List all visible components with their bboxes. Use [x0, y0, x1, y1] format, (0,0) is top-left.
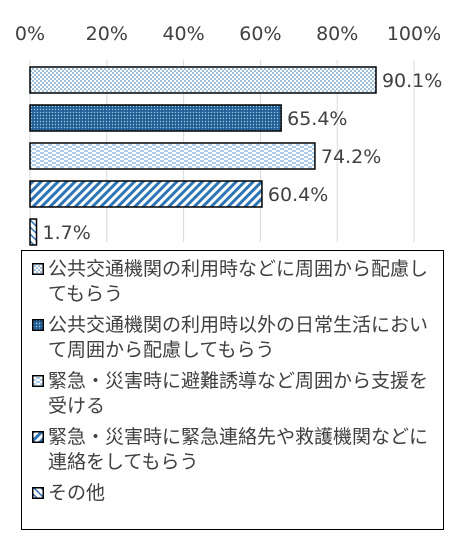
- x-tick-label: 60%: [239, 23, 281, 45]
- bar: [29, 180, 263, 208]
- bar: [29, 66, 377, 94]
- legend-swatch: [32, 263, 44, 275]
- data-label: 1.7%: [43, 222, 91, 244]
- data-label: 74.2%: [321, 146, 381, 168]
- data-label: 90.1%: [382, 70, 442, 92]
- legend-item: その他: [32, 481, 443, 506]
- legend-label: 公共交通機関の利用時などに周囲から配慮してもらう: [48, 258, 429, 305]
- x-tick-label: 20%: [86, 23, 128, 45]
- data-labels: 90.1% 65.4% 74.2% 60.4% 1.7%: [43, 70, 443, 244]
- bars: [29, 66, 377, 246]
- x-axis-ticks: 0% 20% 40% 60% 80% 100%: [15, 23, 441, 45]
- x-tick-label: 0%: [15, 23, 45, 45]
- legend-swatch: [32, 375, 44, 387]
- data-label: 60.4%: [268, 184, 328, 206]
- bar: [29, 218, 38, 246]
- data-label: 65.4%: [287, 108, 347, 130]
- bar: [29, 104, 282, 132]
- legend-item: 公共交通機関の利用時以外の日常生活において周囲から配慮してもらう: [32, 313, 443, 363]
- legend-item: 緊急・災害時に緊急連絡先や救護機関などに連絡をしてもらう: [32, 425, 443, 475]
- legend-swatch: [32, 431, 44, 443]
- legend-label: 緊急・災害時に避難誘導など周囲から支援を受ける: [48, 370, 429, 417]
- bar-chart: 0% 20% 40% 60% 80% 100% 90.1% 65.4% 74.2% 60.4% 1…: [15, 23, 443, 246]
- legend-label: 公共交通機関の利用時以外の日常生活において周囲から配慮してもらう: [48, 314, 429, 361]
- legend-swatch: [32, 319, 44, 331]
- bar: [29, 142, 316, 170]
- legend-label: 緊急・災害時に緊急連絡先や救護機関などに連絡をしてもらう: [48, 426, 429, 473]
- x-tick-label: 40%: [162, 23, 204, 45]
- legend-swatch: [32, 487, 44, 499]
- legend-item: 緊急・災害時に避難誘導など周囲から支援を受ける: [32, 369, 443, 419]
- x-tick-label: 80%: [316, 23, 358, 45]
- x-tick-label: 100%: [387, 23, 441, 45]
- legend-item: 公共交通機関の利用時などに周囲から配慮してもらう: [32, 257, 443, 307]
- legend-label: その他: [48, 482, 106, 504]
- legend: 公共交通機関の利用時などに周囲から配慮してもらう 公共交通機関の利用時以外の日常…: [21, 250, 444, 530]
